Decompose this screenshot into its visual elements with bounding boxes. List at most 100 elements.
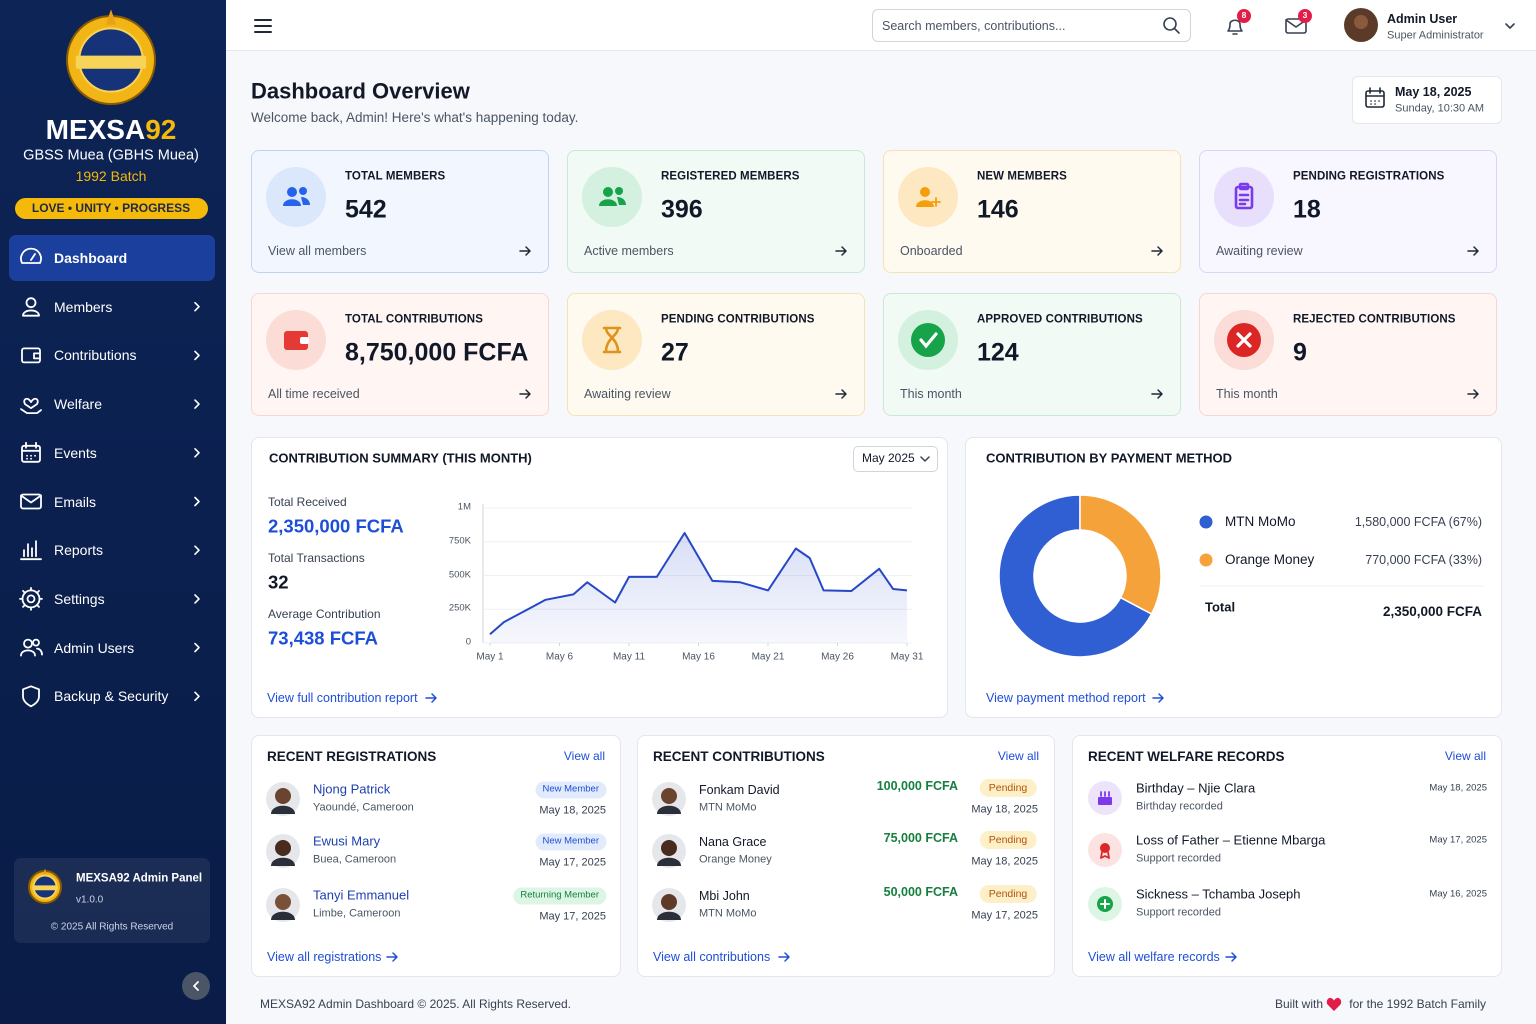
y-tick-label: 0 — [465, 636, 471, 648]
welfare-title[interactable]: Loss of Father – Etienne Mbarga — [1136, 832, 1326, 848]
contributor-name[interactable]: Nana Grace — [699, 834, 767, 849]
view-all-link[interactable]: View all — [997, 749, 1039, 764]
icon-shape — [194, 301, 200, 312]
logo-banner — [32, 885, 58, 891]
logo — [66, 9, 156, 105]
y-tick-label: 750K — [448, 535, 471, 547]
icon-shape — [194, 594, 200, 604]
search-box[interactable] — [872, 9, 1191, 42]
icon-shape — [603, 187, 613, 197]
member-name[interactable]: Tanyi Emmanuel — [313, 887, 410, 903]
nav-item[interactable]: Dashboard — [54, 249, 128, 266]
icon-heart — [1326, 997, 1342, 1011]
member-location: Yaoundé, Cameroon — [313, 801, 414, 814]
stat-value: 542 — [345, 195, 387, 224]
icon-chev — [194, 642, 200, 653]
nav-item[interactable]: Settings — [54, 590, 105, 607]
icon-bars — [20, 540, 42, 561]
icon-shape — [194, 350, 200, 361]
icon-chev — [194, 691, 200, 702]
contributor-name[interactable]: Mbi John — [699, 888, 750, 903]
icon-shape — [1151, 246, 1163, 256]
legend-label: Orange Money — [1225, 552, 1315, 568]
total-value: 2,350,000 FCFA — [1382, 604, 1482, 620]
legend-dot — [1199, 515, 1213, 529]
collapse-button[interactable] — [182, 972, 210, 1000]
nav-item[interactable]: Members — [54, 298, 113, 315]
nav-item[interactable]: Events — [54, 444, 97, 461]
view-all-records-link[interactable]: View all welfare records — [1088, 949, 1220, 964]
summary-label: Total Transactions — [268, 551, 365, 566]
stat-note: This month — [900, 386, 962, 401]
icon-shape — [26, 594, 36, 604]
icon-shape — [301, 197, 310, 205]
report-link[interactable]: View payment method report — [986, 690, 1146, 705]
welfare-title[interactable]: Birthday – Njie Clara — [1136, 780, 1256, 796]
rights: © 2025 All Rights Reserved — [50, 921, 174, 933]
icon-shape — [920, 456, 930, 462]
stat-label: REGISTERED MEMBERS — [661, 170, 800, 183]
payment-card — [965, 437, 1502, 718]
nav-item[interactable]: Backup & Security — [54, 688, 169, 705]
icon-arrow — [519, 389, 531, 399]
icon-shape — [1151, 389, 1163, 399]
icon-arrow — [519, 246, 531, 256]
contributor-name[interactable]: Fonkam David — [699, 782, 780, 797]
icon-shape — [23, 397, 39, 409]
item-date: May 18, 2025 — [971, 855, 1038, 868]
icon-hourglass — [602, 326, 622, 354]
card-title: RECENT CONTRIBUTIONS — [653, 749, 825, 765]
icon-bell — [1227, 19, 1243, 35]
month-select-label[interactable]: May 2025 — [862, 451, 915, 466]
stat-label: APPROVED CONTRIBUTIONS — [977, 313, 1143, 326]
member-name[interactable]: Ewusi Mary — [313, 833, 381, 849]
nav-item[interactable]: Contributions — [54, 347, 137, 364]
brand: MEXSA92 — [46, 114, 177, 146]
icon-shape — [835, 246, 847, 256]
icon-chev-left — [193, 981, 199, 991]
nav-item[interactable]: Reports — [54, 542, 104, 559]
nav-item[interactable]: Emails — [54, 493, 97, 510]
stat-icon-bg — [582, 167, 642, 227]
view-all-link[interactable]: View all — [1444, 749, 1486, 764]
icon-shape — [193, 981, 199, 991]
icon-menu — [254, 19, 272, 33]
member-location: Buea, Cameroon — [313, 853, 397, 866]
icon-arrow — [835, 389, 847, 399]
icon-shape — [425, 693, 437, 703]
stat-icon-bg — [266, 167, 326, 227]
icon-shape — [21, 444, 41, 463]
time: Sunday, 10:30 AM — [1395, 102, 1485, 115]
icon-shape — [835, 389, 847, 399]
icon-shape — [194, 691, 200, 702]
icon-calendar — [1365, 87, 1385, 108]
icon-shape — [1152, 693, 1164, 703]
view-all-records-link[interactable]: View all registrations — [267, 949, 382, 964]
icon-chev — [194, 301, 200, 312]
y-tick-label: 250K — [448, 602, 471, 614]
stat-note: Onboarded — [900, 243, 963, 258]
icon-clipboard — [1234, 182, 1254, 210]
welfare-card — [1072, 735, 1502, 977]
nav-item[interactable]: Admin Users — [54, 639, 135, 656]
logo-torch — [43, 868, 47, 875]
footer-text: MEXSA92 Admin Dashboard © 2025. All Righ… — [260, 997, 572, 1012]
icon-gear — [19, 587, 43, 611]
item-date: May 18, 2025 — [1429, 782, 1487, 794]
stat-label: PENDING CONTRIBUTIONS — [661, 313, 815, 326]
nav-item[interactable]: Welfare — [54, 396, 102, 413]
welfare-title[interactable]: Sickness – Tchamba Joseph — [1136, 886, 1301, 902]
legend-value: 770,000 FCFA (33%) — [1365, 552, 1482, 567]
icon-wallet-fill — [284, 331, 309, 350]
icon-shape — [386, 952, 398, 962]
icon-shape — [254, 19, 272, 33]
view-all-link[interactable]: View all — [563, 749, 605, 764]
view-all-records-link[interactable]: View all contributions — [653, 949, 771, 964]
icon-users-fill — [599, 187, 626, 206]
report-link[interactable]: View full contribution report — [267, 690, 418, 705]
stat-value: 396 — [661, 195, 703, 224]
icon-shape — [1467, 389, 1479, 399]
member-name[interactable]: Njong Patrick — [313, 781, 391, 797]
